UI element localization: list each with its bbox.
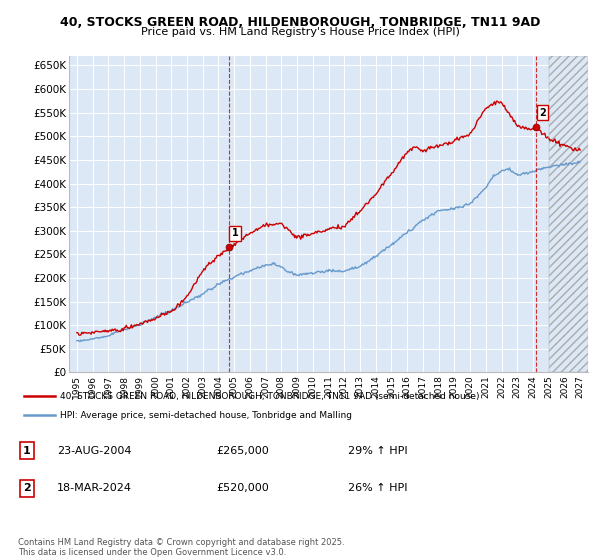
Text: £265,000: £265,000 xyxy=(216,446,269,456)
Text: 40, STOCKS GREEN ROAD, HILDENBOROUGH, TONBRIDGE, TN11 9AD (semi-detached house): 40, STOCKS GREEN ROAD, HILDENBOROUGH, TO… xyxy=(60,391,480,400)
Text: HPI: Average price, semi-detached house, Tonbridge and Malling: HPI: Average price, semi-detached house,… xyxy=(60,411,352,420)
Text: Price paid vs. HM Land Registry's House Price Index (HPI): Price paid vs. HM Land Registry's House … xyxy=(140,27,460,37)
Text: 1: 1 xyxy=(232,228,238,238)
Text: 2: 2 xyxy=(23,483,31,493)
Text: 2: 2 xyxy=(539,108,546,118)
Text: 29% ↑ HPI: 29% ↑ HPI xyxy=(348,446,407,456)
Bar xyxy=(548,56,588,372)
Text: 23-AUG-2004: 23-AUG-2004 xyxy=(57,446,131,456)
Text: 26% ↑ HPI: 26% ↑ HPI xyxy=(348,483,407,493)
Text: 18-MAR-2024: 18-MAR-2024 xyxy=(57,483,132,493)
Text: £520,000: £520,000 xyxy=(216,483,269,493)
Text: Contains HM Land Registry data © Crown copyright and database right 2025.
This d: Contains HM Land Registry data © Crown c… xyxy=(18,538,344,557)
Text: 40, STOCKS GREEN ROAD, HILDENBOROUGH, TONBRIDGE, TN11 9AD: 40, STOCKS GREEN ROAD, HILDENBOROUGH, TO… xyxy=(60,16,540,29)
Text: 1: 1 xyxy=(23,446,31,456)
